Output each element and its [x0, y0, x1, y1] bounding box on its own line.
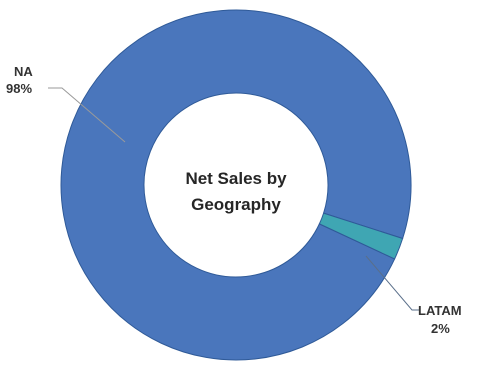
slice-label-na-percent: 98% [6, 81, 32, 96]
leader-line-na [48, 87, 126, 143]
center-title-group: Net Sales by Geography [185, 169, 287, 214]
leader-lines-group [48, 87, 420, 311]
slice-labels-group: NA 98% LATAM 2% [6, 64, 462, 336]
slice-label-latam-name: LATAM [418, 303, 462, 318]
slice-label-latam-percent: 2% [431, 321, 450, 336]
slice-latam [318, 212, 404, 260]
chart-title-line-1: Net Sales by [185, 169, 287, 188]
slice-na [60, 9, 412, 361]
slices-group [60, 9, 412, 361]
slice-label-na-name: NA [14, 64, 33, 79]
leader-line-latam [365, 255, 420, 311]
chart-title-line-2: Geography [191, 195, 281, 214]
